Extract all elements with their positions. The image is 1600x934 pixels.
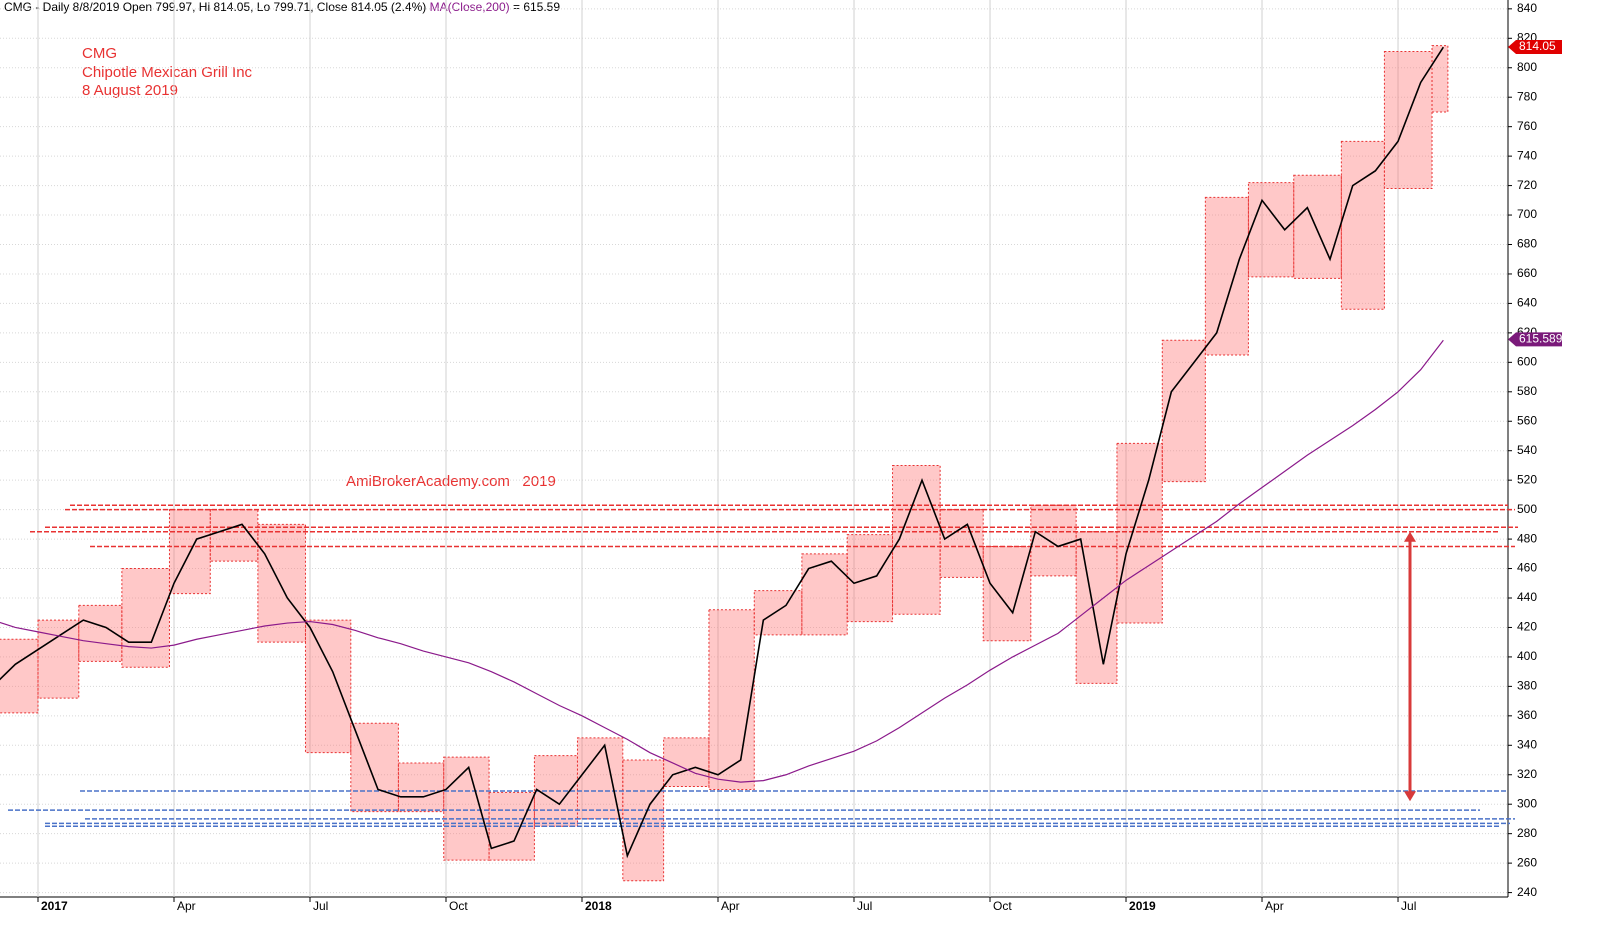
x-tick-label: Jul xyxy=(857,899,872,913)
y-tick-label: 740 xyxy=(1517,148,1537,162)
zone xyxy=(0,638,39,714)
y-tick-label: 480 xyxy=(1517,531,1537,545)
annotation: Chipotle Mexican Grill Inc xyxy=(82,64,253,81)
y-tick-label: 380 xyxy=(1517,679,1537,693)
y-tick-label: 240 xyxy=(1517,885,1537,899)
last-price-tag-label: 814.05 xyxy=(1519,39,1556,53)
y-tick-label: 780 xyxy=(1517,89,1537,103)
y-tick-label: 500 xyxy=(1517,502,1537,516)
price-line xyxy=(0,46,1445,859)
ma-value-tag-label: 615.589 xyxy=(1519,332,1563,346)
y-tick-label: 840 xyxy=(1517,1,1537,15)
zone xyxy=(1431,45,1449,113)
zone xyxy=(1075,531,1118,684)
last-price-tag xyxy=(1508,40,1562,55)
x-tick-label: Jul xyxy=(313,899,328,913)
ma-line xyxy=(0,339,1444,783)
ma-readout: = 615.59 xyxy=(513,0,560,14)
annotation: 8 August 2019 xyxy=(82,82,178,99)
zone xyxy=(1293,174,1342,279)
y-tick-label: 260 xyxy=(1517,855,1537,869)
zone xyxy=(1247,182,1295,278)
zone xyxy=(982,545,1032,642)
y-tick-label: 520 xyxy=(1517,472,1537,486)
y-tick-label: 280 xyxy=(1517,826,1537,840)
zone xyxy=(708,609,755,790)
y-tick-label: 320 xyxy=(1517,767,1537,781)
y-tick-label: 580 xyxy=(1517,384,1537,398)
zone xyxy=(1161,339,1206,483)
y-tick-label: 440 xyxy=(1517,590,1537,604)
zone xyxy=(1030,504,1077,577)
y-tick-label: 300 xyxy=(1517,796,1537,810)
y-tick-label: 680 xyxy=(1517,237,1537,251)
x-tick-label: Oct xyxy=(449,899,468,913)
x-tick-label: 2019 xyxy=(1129,899,1156,913)
watermark: AmiBrokerAcademy.com 2019 xyxy=(346,473,556,490)
y-tick-label: 800 xyxy=(1517,60,1537,74)
zone xyxy=(892,464,941,615)
x-tick-label: Oct xyxy=(993,899,1012,913)
zone xyxy=(257,523,306,643)
zone xyxy=(397,762,445,813)
x-tick-label: Apr xyxy=(1265,899,1284,913)
arrow-head xyxy=(1404,791,1416,802)
zone xyxy=(1116,442,1163,624)
zone xyxy=(37,619,80,699)
zone xyxy=(443,756,490,861)
y-tick-label: 540 xyxy=(1517,443,1537,457)
x-tick-label: Apr xyxy=(177,899,196,913)
x-tick-label: 2017 xyxy=(41,899,68,913)
annotation: CMG xyxy=(82,45,117,62)
zone xyxy=(304,619,352,754)
y-tick-label: 560 xyxy=(1517,413,1537,427)
zone xyxy=(939,509,984,578)
ma-name: MA(Close,200) xyxy=(430,0,510,14)
y-tick-label: 360 xyxy=(1517,708,1537,722)
y-tick-label: 760 xyxy=(1517,119,1537,133)
x-tick-label: Apr xyxy=(721,899,740,913)
zone xyxy=(801,553,848,636)
y-tick-label: 400 xyxy=(1517,649,1537,663)
zone xyxy=(1383,51,1433,190)
zone xyxy=(1204,196,1249,356)
y-tick-label: 660 xyxy=(1517,266,1537,280)
y-tick-label: 700 xyxy=(1517,207,1537,221)
header: CMG - Daily 8/8/2019 Open 799.97, Hi 814… xyxy=(4,0,560,14)
header-info: CMG - Daily 8/8/2019 Open 799.97, Hi 814… xyxy=(4,0,426,14)
ma-value-tag xyxy=(1508,332,1562,347)
y-tick-label: 340 xyxy=(1517,737,1537,751)
y-tick-label: 420 xyxy=(1517,620,1537,634)
y-tick-label: 460 xyxy=(1517,561,1537,575)
zone xyxy=(121,568,170,668)
x-tick-label: 2018 xyxy=(585,899,612,913)
y-tick-label: 600 xyxy=(1517,355,1537,369)
y-tick-label: 720 xyxy=(1517,178,1537,192)
arrow-head xyxy=(1404,531,1416,542)
y-tick-label: 640 xyxy=(1517,296,1537,310)
x-tick-label: Jul xyxy=(1401,899,1416,913)
